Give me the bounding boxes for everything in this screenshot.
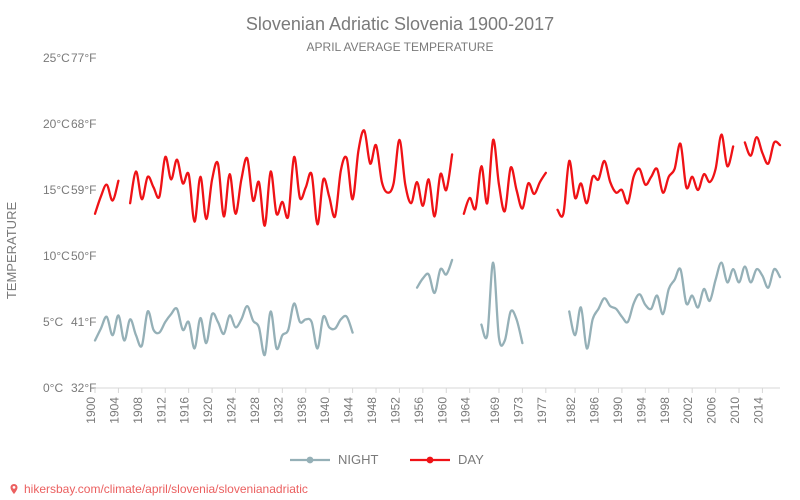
xtick-label: 1920 (201, 397, 215, 424)
ytick-f: 59°F (71, 183, 96, 197)
xtick-label: 1936 (295, 397, 309, 424)
ytick-c: 25°C (43, 51, 70, 65)
xtick-label: 1900 (84, 397, 98, 424)
legend-day-label: DAY (458, 452, 484, 467)
chart-container: Slovenian Adriatic Slovenia 1900-2017 AP… (0, 0, 800, 500)
ytick-c: 15°C (43, 183, 70, 197)
xtick-label: 1960 (435, 397, 449, 424)
xtick-label: 1990 (611, 397, 625, 424)
ytick-f: 32°F (71, 381, 96, 395)
xtick-label: 2014 (751, 397, 765, 424)
xtick-label: 1916 (178, 397, 192, 424)
ytick-f: 77°F (71, 51, 96, 65)
ytick-f: 50°F (71, 249, 96, 263)
xtick-label: 1912 (154, 397, 168, 424)
xtick-label: 1977 (535, 397, 549, 424)
footer-credit: hikersbay.com/climate/april/slovenia/slo… (8, 482, 308, 496)
xtick-label: 1904 (107, 397, 121, 424)
footer-text: hikersbay.com/climate/april/slovenia/slo… (24, 482, 308, 496)
ytick-c: 5°C (43, 315, 63, 329)
xtick-label: 1964 (459, 397, 473, 424)
xtick-label: 1986 (588, 397, 602, 424)
xtick-label: 1998 (658, 397, 672, 424)
xtick-label: 1932 (271, 397, 285, 424)
legend-night-label: NIGHT (338, 452, 379, 467)
xtick-label: 1956 (412, 397, 426, 424)
xtick-label: 2006 (705, 397, 719, 424)
xtick-label: 2010 (728, 397, 742, 424)
xtick-label: 1940 (318, 397, 332, 424)
xtick-label: 1952 (388, 397, 402, 424)
xtick-label: 1982 (564, 397, 578, 424)
xtick-label: 1948 (365, 397, 379, 424)
ytick-c: 20°C (43, 117, 70, 131)
xtick-label: 1908 (131, 397, 145, 424)
series-day (95, 130, 780, 225)
ytick-c: 0°C (43, 381, 63, 395)
xtick-label: 1944 (342, 397, 356, 424)
xtick-label: 1928 (248, 397, 262, 424)
xtick-label: 1924 (225, 397, 239, 424)
xtick-label: 2002 (681, 397, 695, 424)
ytick-f: 68°F (71, 117, 96, 131)
map-pin-icon (8, 483, 20, 495)
legend: NIGHT DAY (290, 452, 484, 467)
xtick-label: 1969 (488, 397, 502, 424)
xtick-label: 1973 (511, 397, 525, 424)
xtick-label: 1994 (634, 397, 648, 424)
ytick-c: 10°C (43, 249, 70, 263)
ytick-f: 41°F (71, 315, 96, 329)
plot-svg: 0°C 32°F 5°C 41°F 10°C50°F 15°C59°F 20°C68°F 25… (0, 0, 800, 500)
series-night (95, 260, 780, 355)
